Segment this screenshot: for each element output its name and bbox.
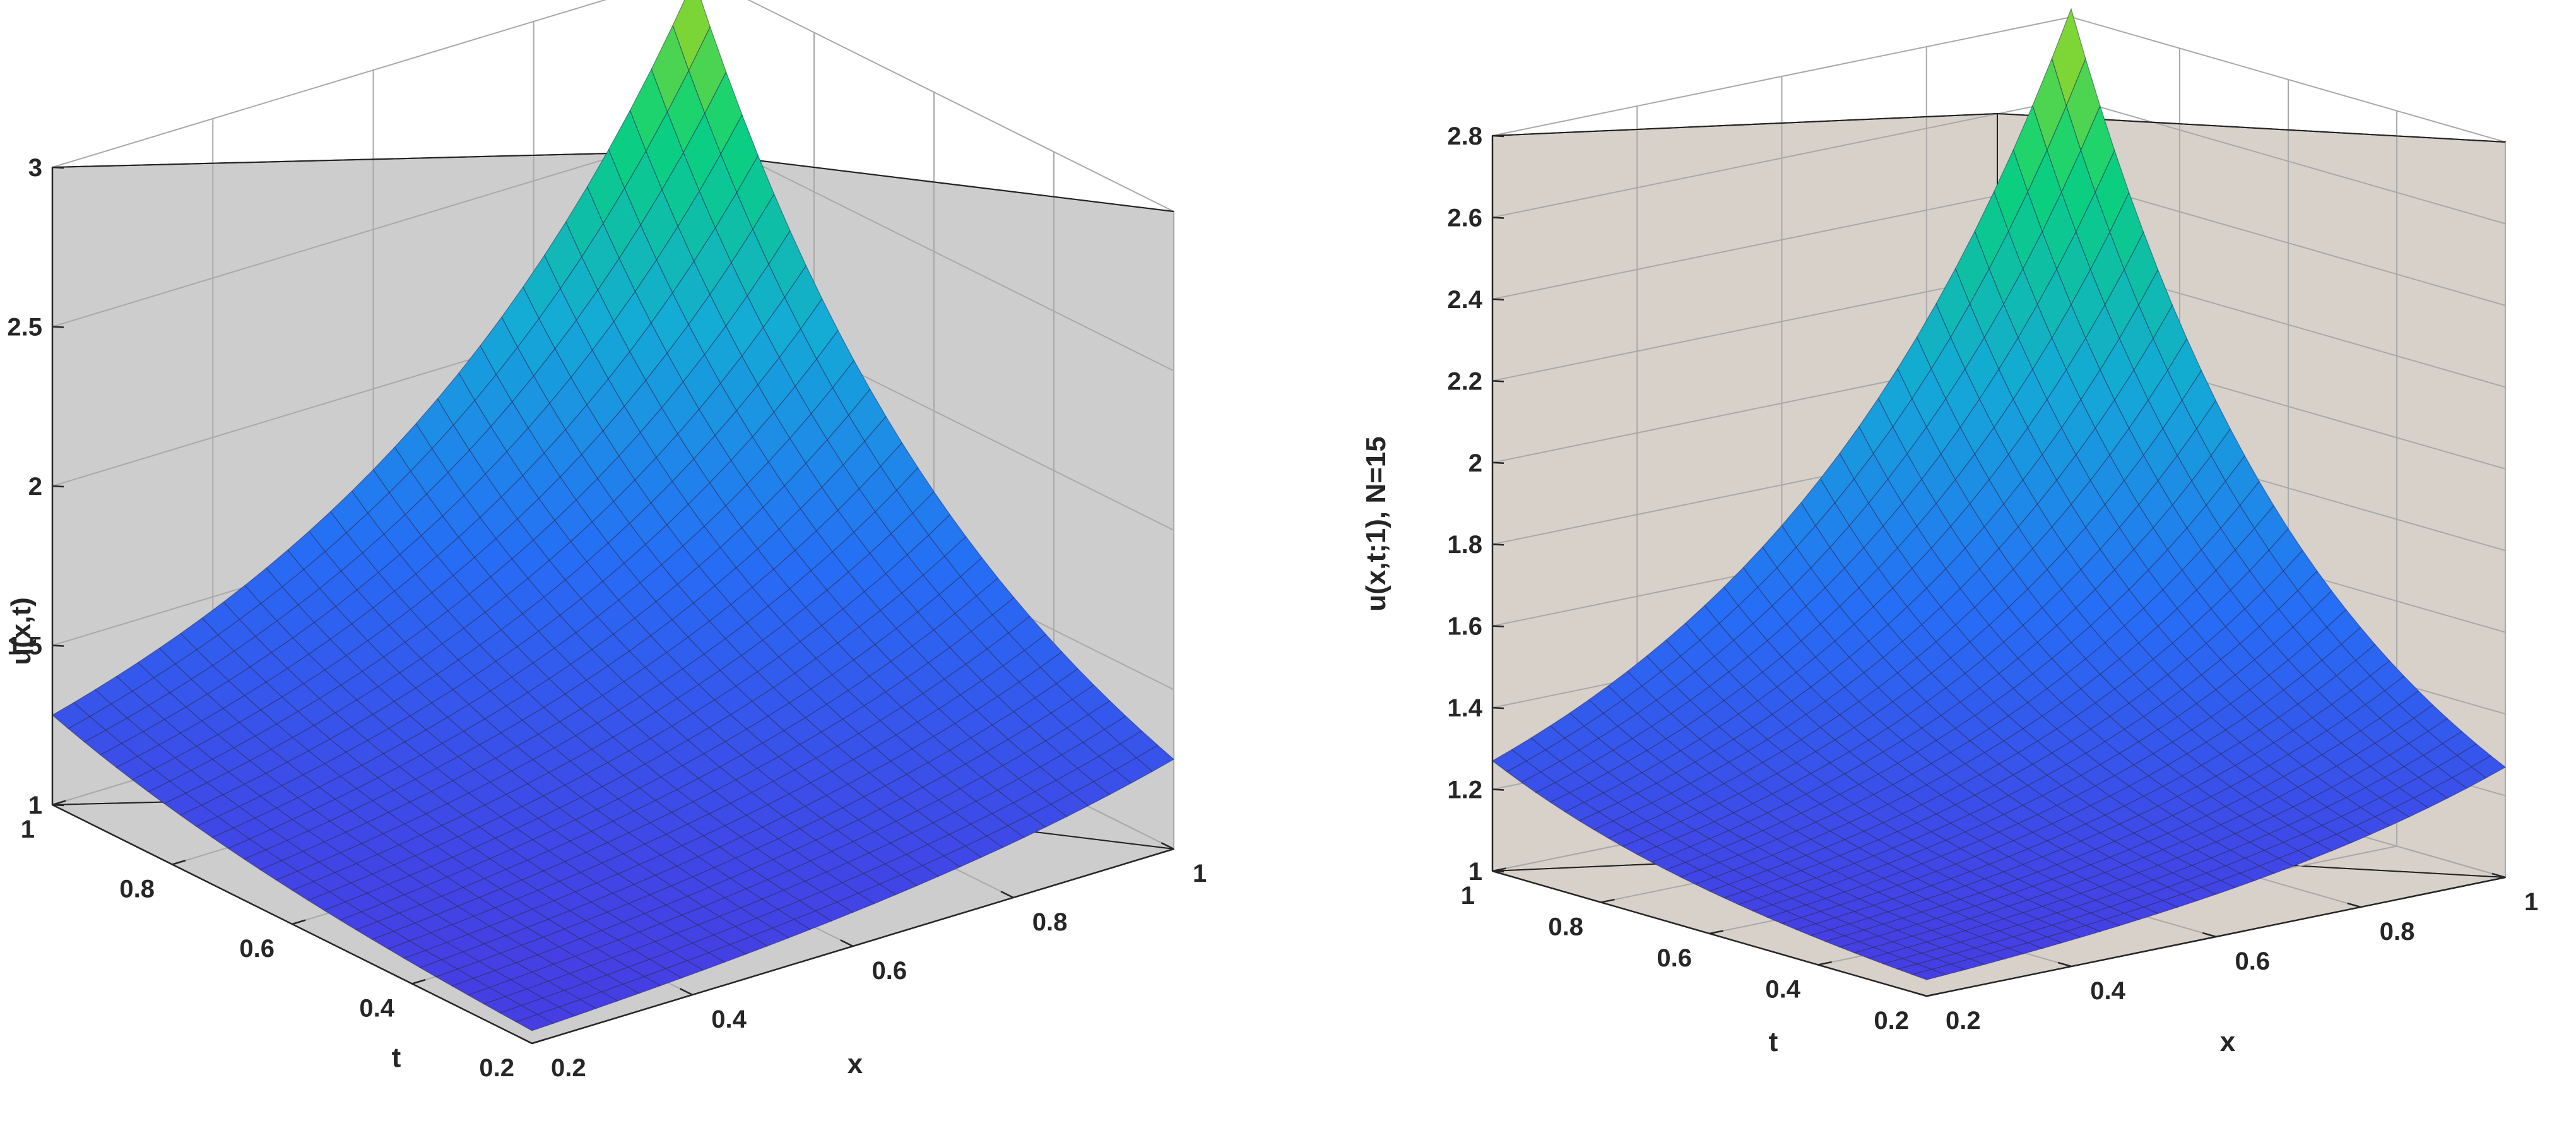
t-tick [52,800,66,806]
z-tick-label: 1 [1468,858,1482,886]
t-tick [1492,867,1506,872]
surface-plot-right: 1 1.2 1.4 1.6 1.8 2 2.2 2.4 2.6 2.8 0.2 0.4 0.6 0.8 1 0… [1361,8,2538,1057]
z-tick [1492,217,1504,219]
t-tick [292,919,306,925]
surface-plot-left: 1 1.5 2 2.5 3 0.2 0.4 0.6 0.8 1 0.2 0.4 0.6 0.8 1 u(x,… [6,0,1207,1082]
x-tick-label: 0.8 [2380,918,2415,946]
x-tick-label: 0.8 [1032,908,1068,936]
t-tick [411,978,426,985]
x-tick [2057,961,2072,968]
z-axis-label: u(x,t) [6,597,37,665]
z-tick-label: 2.6 [1447,204,1482,232]
t-tick-label: 0.8 [1548,913,1583,941]
x-tick [2491,872,2506,879]
t-tick [1817,961,1832,966]
x-tick-label: 0.6 [872,957,907,985]
z-tick-label: 2.8 [1447,122,1482,150]
x-axis-label: x [2220,1026,2236,1057]
z-tick [1492,298,1504,301]
z-tick [52,166,64,169]
t-tick-label: 0.6 [239,935,275,963]
x-tick [1000,891,1014,899]
z-tick-label: 2 [28,473,42,501]
z-tick-label: 2.5 [7,314,42,341]
t-tick [172,859,186,865]
x-tick-label: 0.4 [711,1006,747,1033]
z-tick-label: 2 [1468,449,1482,477]
z-tick [52,485,64,488]
t-tick-label: 0.2 [1874,1007,1909,1035]
t-tick-label: 0.6 [1657,944,1692,972]
t-tick [1926,992,1941,997]
x-axis-label: x [848,1048,863,1079]
x-tick-label: 0.4 [2090,977,2125,1005]
z-tick-label: 1 [28,792,42,819]
x-tick [840,939,854,947]
z-tick-label: 2.2 [1447,367,1482,395]
x-tick [2347,902,2361,908]
x-tick [1913,991,1927,997]
x-tick [679,988,693,996]
t-axis-label: t [392,1042,401,1073]
x-tick-label: 0.2 [1946,1007,1981,1035]
x-tick [2202,932,2216,938]
t-tick-label: 0.8 [119,876,155,903]
z-tick-label: 3 [28,154,42,182]
z-tick-label: 1.2 [1447,776,1482,804]
t-tick-label: 1 [21,816,35,843]
t-axis-label: t [1769,1026,1778,1057]
t-tick [1709,930,1723,935]
x-tick [1161,842,1174,850]
pane-edge [1492,112,2506,143]
t-tick-label: 0.2 [479,1054,514,1082]
z-tick-label: 1.5 [7,632,42,660]
z-tick-label: 1.8 [1447,531,1482,559]
z-tick-label: 1.4 [1447,694,1482,722]
z-gridline [52,0,1174,212]
x-tick [519,1036,533,1045]
x-tick-label: 1 [1193,860,1207,888]
x-tick-label: 1 [2524,888,2538,916]
x-tick-label: 0.6 [2235,947,2271,975]
t-tick-label: 1 [1461,882,1475,910]
z-tick [1492,625,1504,627]
z-tick-label: 2.4 [1447,286,1482,314]
surface-patch [515,1014,555,1031]
z-axis-label: u(x,t;1), N=15 [1361,436,1391,612]
z-tick [52,326,64,328]
t-tick [531,1038,546,1045]
x-tick-label: 0.2 [551,1054,586,1082]
t-tick-label: 0.4 [359,995,394,1023]
z-tick [1492,543,1504,546]
t-tick [1600,898,1615,903]
surface-patch [1911,969,1947,980]
z-tick-label: 1.6 [1447,613,1482,641]
t-tick-label: 0.4 [1765,976,1800,1004]
